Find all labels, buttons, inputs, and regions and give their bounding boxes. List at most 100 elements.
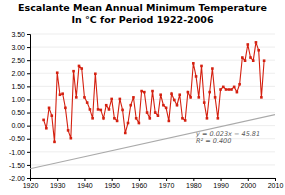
marker bbox=[124, 132, 127, 135]
marker bbox=[184, 119, 187, 122]
marker bbox=[102, 117, 105, 120]
marker bbox=[165, 107, 168, 110]
x-tick: 1930 bbox=[50, 178, 66, 189]
y-axis: 3.503.002.502.001.501.000.500.00-0.50-1.… bbox=[9, 31, 30, 182]
y-tick-mark bbox=[27, 86, 30, 87]
y-tick-mark bbox=[27, 113, 30, 114]
marker bbox=[121, 109, 124, 112]
marker bbox=[80, 67, 83, 70]
grid-line bbox=[30, 47, 275, 48]
marker bbox=[146, 111, 149, 114]
marker bbox=[127, 122, 130, 125]
marker bbox=[83, 96, 86, 99]
marker bbox=[105, 104, 108, 107]
title: Escalante Mean Annual Minimum Temperatur… bbox=[18, 2, 267, 13]
y-tick-label: 3.00 bbox=[11, 44, 25, 51]
marker bbox=[42, 119, 45, 122]
marker bbox=[89, 108, 92, 111]
marker bbox=[61, 92, 64, 95]
grid-line bbox=[30, 138, 275, 139]
x-tick: 1970 bbox=[159, 178, 175, 189]
y-tick-label: -1.00 bbox=[9, 149, 25, 156]
x-tick-mark bbox=[30, 178, 31, 181]
x-tick: 2000 bbox=[240, 178, 256, 189]
marker bbox=[53, 141, 56, 144]
marker bbox=[64, 107, 67, 110]
marker bbox=[140, 90, 143, 93]
chart: Escalante Mean Annual Minimum Temperatur… bbox=[0, 0, 285, 195]
marker bbox=[154, 111, 157, 114]
x-tick-mark bbox=[248, 178, 249, 181]
marker bbox=[94, 72, 97, 75]
grid-line bbox=[30, 164, 275, 165]
y-tick-label: 0.50 bbox=[11, 109, 25, 116]
marker bbox=[255, 41, 258, 44]
y-tick-mark bbox=[27, 60, 30, 61]
marker bbox=[189, 96, 192, 99]
y-tick: 2.50 bbox=[11, 57, 30, 64]
x-tick: 2010 bbox=[268, 178, 284, 189]
marker bbox=[59, 93, 62, 96]
marker bbox=[238, 83, 241, 86]
marker bbox=[249, 56, 252, 59]
annotation: y = 0.023x − 45.81R² = 0.400 bbox=[195, 130, 260, 145]
x-tick-mark bbox=[221, 178, 222, 181]
grid-line bbox=[30, 99, 275, 100]
grid-line bbox=[30, 151, 275, 152]
marker bbox=[222, 86, 225, 89]
marker bbox=[45, 127, 48, 130]
y-tick-mark bbox=[27, 47, 30, 48]
x-tick: 1940 bbox=[77, 178, 93, 189]
marker bbox=[181, 117, 184, 120]
x-tick: 1920 bbox=[23, 178, 39, 189]
marker bbox=[97, 108, 100, 111]
y-tick-mark bbox=[27, 139, 30, 140]
marker bbox=[170, 92, 173, 95]
marker bbox=[260, 96, 263, 99]
marker bbox=[132, 96, 135, 99]
y-tick-mark bbox=[27, 165, 30, 166]
y-tick-label: -2.00 bbox=[9, 175, 25, 182]
marker bbox=[176, 104, 179, 107]
marker bbox=[263, 59, 266, 62]
x-tick-label: 1920 bbox=[23, 182, 39, 189]
marker bbox=[197, 96, 200, 99]
grid-line bbox=[30, 34, 275, 35]
marker bbox=[230, 88, 233, 91]
y-tick-mark bbox=[27, 178, 30, 179]
marker bbox=[48, 107, 51, 110]
x-axis: 1920193019401950196019701980199020002010 bbox=[23, 178, 284, 189]
x-tick-mark bbox=[275, 178, 276, 181]
y-tick-mark bbox=[27, 152, 30, 153]
grid bbox=[30, 34, 275, 178]
x-tick-mark bbox=[57, 178, 58, 181]
plot-area bbox=[30, 41, 275, 169]
x-tick-label: 2010 bbox=[268, 182, 284, 189]
marker bbox=[151, 90, 154, 93]
marker bbox=[50, 114, 53, 117]
y-tick-label: 1.50 bbox=[11, 83, 25, 90]
y-tick-mark bbox=[27, 34, 30, 35]
marker bbox=[119, 98, 122, 101]
y-tick-label: 2.50 bbox=[11, 57, 25, 64]
subtitle: In °C for Period 1922-2006 bbox=[71, 14, 213, 25]
grid-line bbox=[30, 125, 275, 126]
y-tick-label: 1.00 bbox=[11, 96, 25, 103]
x-tick-label: 1960 bbox=[132, 182, 148, 189]
marker bbox=[135, 117, 138, 120]
y-tick-mark bbox=[27, 73, 30, 74]
x-tick-mark bbox=[139, 178, 140, 181]
x-tick: 1960 bbox=[132, 178, 148, 189]
marker bbox=[168, 120, 171, 123]
marker bbox=[86, 101, 89, 104]
x-tick-mark bbox=[193, 178, 194, 181]
marker bbox=[56, 71, 59, 74]
y-tick: 0.50 bbox=[11, 109, 30, 116]
marker bbox=[195, 75, 198, 78]
marker bbox=[116, 120, 119, 123]
marker bbox=[208, 91, 211, 94]
annotation-line: R² = 0.400 bbox=[196, 137, 231, 145]
marker bbox=[178, 93, 181, 96]
marker bbox=[206, 117, 209, 120]
marker bbox=[113, 117, 116, 120]
